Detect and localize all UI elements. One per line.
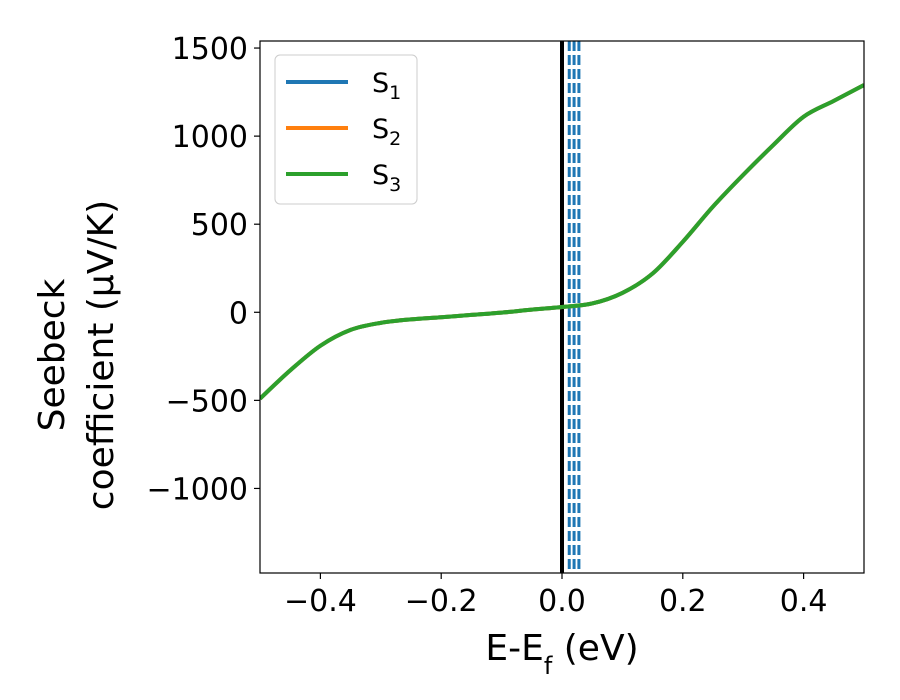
- y-tick-label: 1000: [172, 120, 248, 155]
- series-line-s3: [260, 83, 864, 401]
- legend-label-s1: S1: [372, 68, 401, 104]
- x-tick-label: 0.4: [780, 584, 828, 619]
- y-tick-label: 0: [229, 296, 248, 331]
- y-tick-label: 1500: [172, 32, 248, 67]
- legend: S1 S2 S3: [274, 54, 418, 205]
- x-axis-label: E-Ef (eV): [485, 628, 638, 680]
- legend-label-s3: S3: [372, 160, 401, 196]
- x-tick-label: −0.2: [405, 584, 478, 619]
- y-tick-label: −500: [166, 384, 248, 419]
- y-axis-label-line1: Seebeck: [32, 278, 73, 431]
- legend-label-s2: S2: [372, 114, 401, 150]
- x-tick-label: 0.0: [538, 584, 586, 619]
- y-tick-label: −1000: [147, 472, 248, 507]
- x-tick-label: 0.2: [659, 584, 707, 619]
- y-tick-label: 500: [191, 208, 248, 243]
- y-axis-label-line2: coefficient (μV/K): [81, 200, 122, 510]
- x-tick-label: −0.4: [284, 584, 357, 619]
